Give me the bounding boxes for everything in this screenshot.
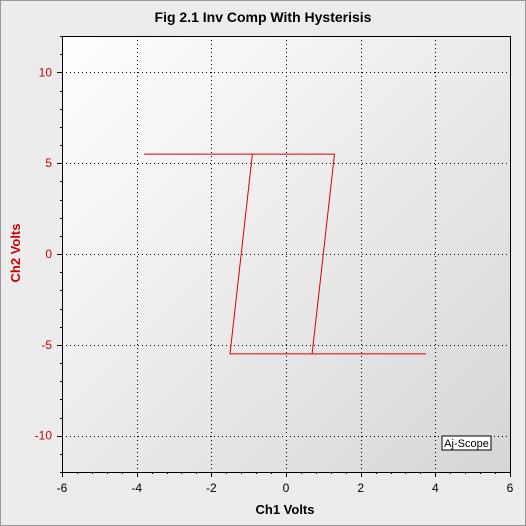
x-axis-label: Ch1 Volts [256,502,315,517]
x-tick-label: 6 [507,481,514,495]
watermark-box: Aj-Scope [441,435,492,451]
y-tick-label: 0 [45,247,52,261]
x-tick-label: -6 [57,481,68,495]
x-tick-label: -2 [206,481,217,495]
y-tick-label: 5 [45,156,52,170]
watermark-text: Aj-Scope [444,438,489,450]
x-tick-label: -4 [131,481,142,495]
x-tick-label: 2 [357,481,364,495]
chart-title: Fig 2.1 Inv Comp With Hysterisis [155,9,372,25]
x-tick-label: 0 [283,481,290,495]
x-tick-label: 4 [432,481,439,495]
y-tick-label: -5 [41,338,52,352]
y-axis-label: Ch2 Volts [8,224,23,283]
grid [62,36,510,472]
y-tick-label: 10 [39,65,53,79]
series-layer [144,153,426,355]
ticks: -6 -4 -2 0 2 4 6 10 5 0 -5 -10 [35,36,514,495]
y-tick-label: -10 [35,429,53,443]
series-line [144,153,426,355]
